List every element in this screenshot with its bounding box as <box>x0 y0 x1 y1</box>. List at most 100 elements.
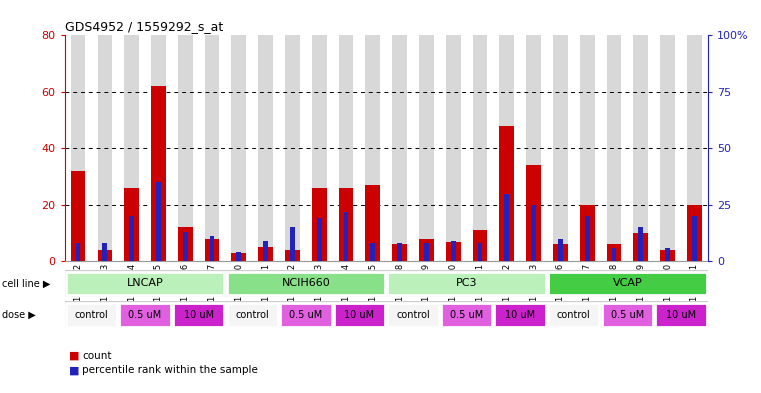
Bar <box>205 239 219 261</box>
Bar <box>612 248 616 261</box>
Bar <box>65 272 224 295</box>
Bar <box>441 303 492 327</box>
Bar <box>553 35 568 261</box>
Bar <box>558 239 563 261</box>
Bar <box>227 272 385 295</box>
Bar <box>371 243 375 261</box>
Text: 10 uM: 10 uM <box>344 310 374 320</box>
Bar <box>280 303 332 327</box>
Bar <box>290 228 295 261</box>
Bar <box>661 35 675 261</box>
Bar <box>392 35 407 261</box>
Bar <box>446 242 460 261</box>
Bar <box>584 216 590 261</box>
Bar <box>151 35 166 261</box>
Bar <box>151 86 166 261</box>
Bar <box>183 232 188 261</box>
Bar <box>387 272 546 295</box>
Text: dose ▶: dose ▶ <box>2 310 36 320</box>
Bar <box>419 35 434 261</box>
Bar <box>499 35 514 261</box>
Bar <box>692 216 697 261</box>
Bar <box>397 243 402 261</box>
Bar <box>526 165 541 261</box>
Text: 10 uM: 10 uM <box>183 310 214 320</box>
Bar <box>178 228 193 261</box>
Bar <box>451 241 456 261</box>
Bar <box>607 35 621 261</box>
Bar <box>505 193 509 261</box>
Bar <box>687 205 702 261</box>
Bar <box>548 272 707 295</box>
Bar <box>392 244 407 261</box>
Bar <box>365 35 380 261</box>
Text: PC3: PC3 <box>456 278 477 288</box>
Bar <box>473 230 487 261</box>
Bar <box>419 239 434 261</box>
Bar <box>129 216 134 261</box>
Text: 0.5 uM: 0.5 uM <box>289 310 323 320</box>
Bar <box>548 303 600 327</box>
Bar <box>231 35 247 261</box>
Bar <box>446 35 460 261</box>
Bar <box>580 35 594 261</box>
Bar <box>258 247 273 261</box>
Bar <box>495 303 546 327</box>
Bar <box>478 243 482 261</box>
Bar <box>665 248 670 261</box>
Bar <box>237 252 241 261</box>
Bar <box>387 303 439 327</box>
Text: GDS4952 / 1559292_s_at: GDS4952 / 1559292_s_at <box>65 20 223 33</box>
Bar <box>178 35 193 261</box>
Text: VCAP: VCAP <box>613 278 642 288</box>
Bar <box>580 205 594 261</box>
Bar <box>156 182 161 261</box>
Text: percentile rank within the sample: percentile rank within the sample <box>82 365 258 375</box>
Bar <box>499 126 514 261</box>
Bar <box>209 237 215 261</box>
Bar <box>526 35 541 261</box>
Bar <box>263 241 268 261</box>
Text: ■: ■ <box>68 351 79 361</box>
Bar <box>258 35 273 261</box>
Text: LNCAP: LNCAP <box>126 278 164 288</box>
Bar <box>607 244 621 261</box>
Text: 10 uM: 10 uM <box>505 310 535 320</box>
Bar <box>661 250 675 261</box>
Bar <box>317 219 322 261</box>
Bar <box>424 243 428 261</box>
Bar <box>531 205 536 261</box>
Bar <box>71 171 85 261</box>
Text: control: control <box>557 310 591 320</box>
Text: cell line ▶: cell line ▶ <box>2 278 51 288</box>
Bar <box>633 233 648 261</box>
Bar <box>97 250 112 261</box>
Bar <box>655 303 707 327</box>
Bar <box>285 35 300 261</box>
Bar <box>124 188 139 261</box>
Text: count: count <box>82 351 112 361</box>
Bar <box>75 243 81 261</box>
Bar <box>633 35 648 261</box>
Bar <box>473 35 487 261</box>
Bar <box>687 35 702 261</box>
Bar <box>285 250 300 261</box>
Bar <box>231 253 247 261</box>
Bar <box>638 228 643 261</box>
Bar <box>344 211 349 261</box>
Text: ■: ■ <box>68 365 79 375</box>
Bar <box>124 35 139 261</box>
Text: control: control <box>75 310 108 320</box>
Bar <box>71 35 85 261</box>
Bar <box>227 303 278 327</box>
Text: control: control <box>235 310 269 320</box>
Text: control: control <box>396 310 430 320</box>
Text: NCIH660: NCIH660 <box>282 278 330 288</box>
Bar <box>65 303 117 327</box>
Bar <box>333 303 385 327</box>
Bar <box>312 35 326 261</box>
Bar <box>205 35 219 261</box>
Bar <box>173 303 224 327</box>
Text: 0.5 uM: 0.5 uM <box>129 310 161 320</box>
Bar <box>97 35 112 261</box>
